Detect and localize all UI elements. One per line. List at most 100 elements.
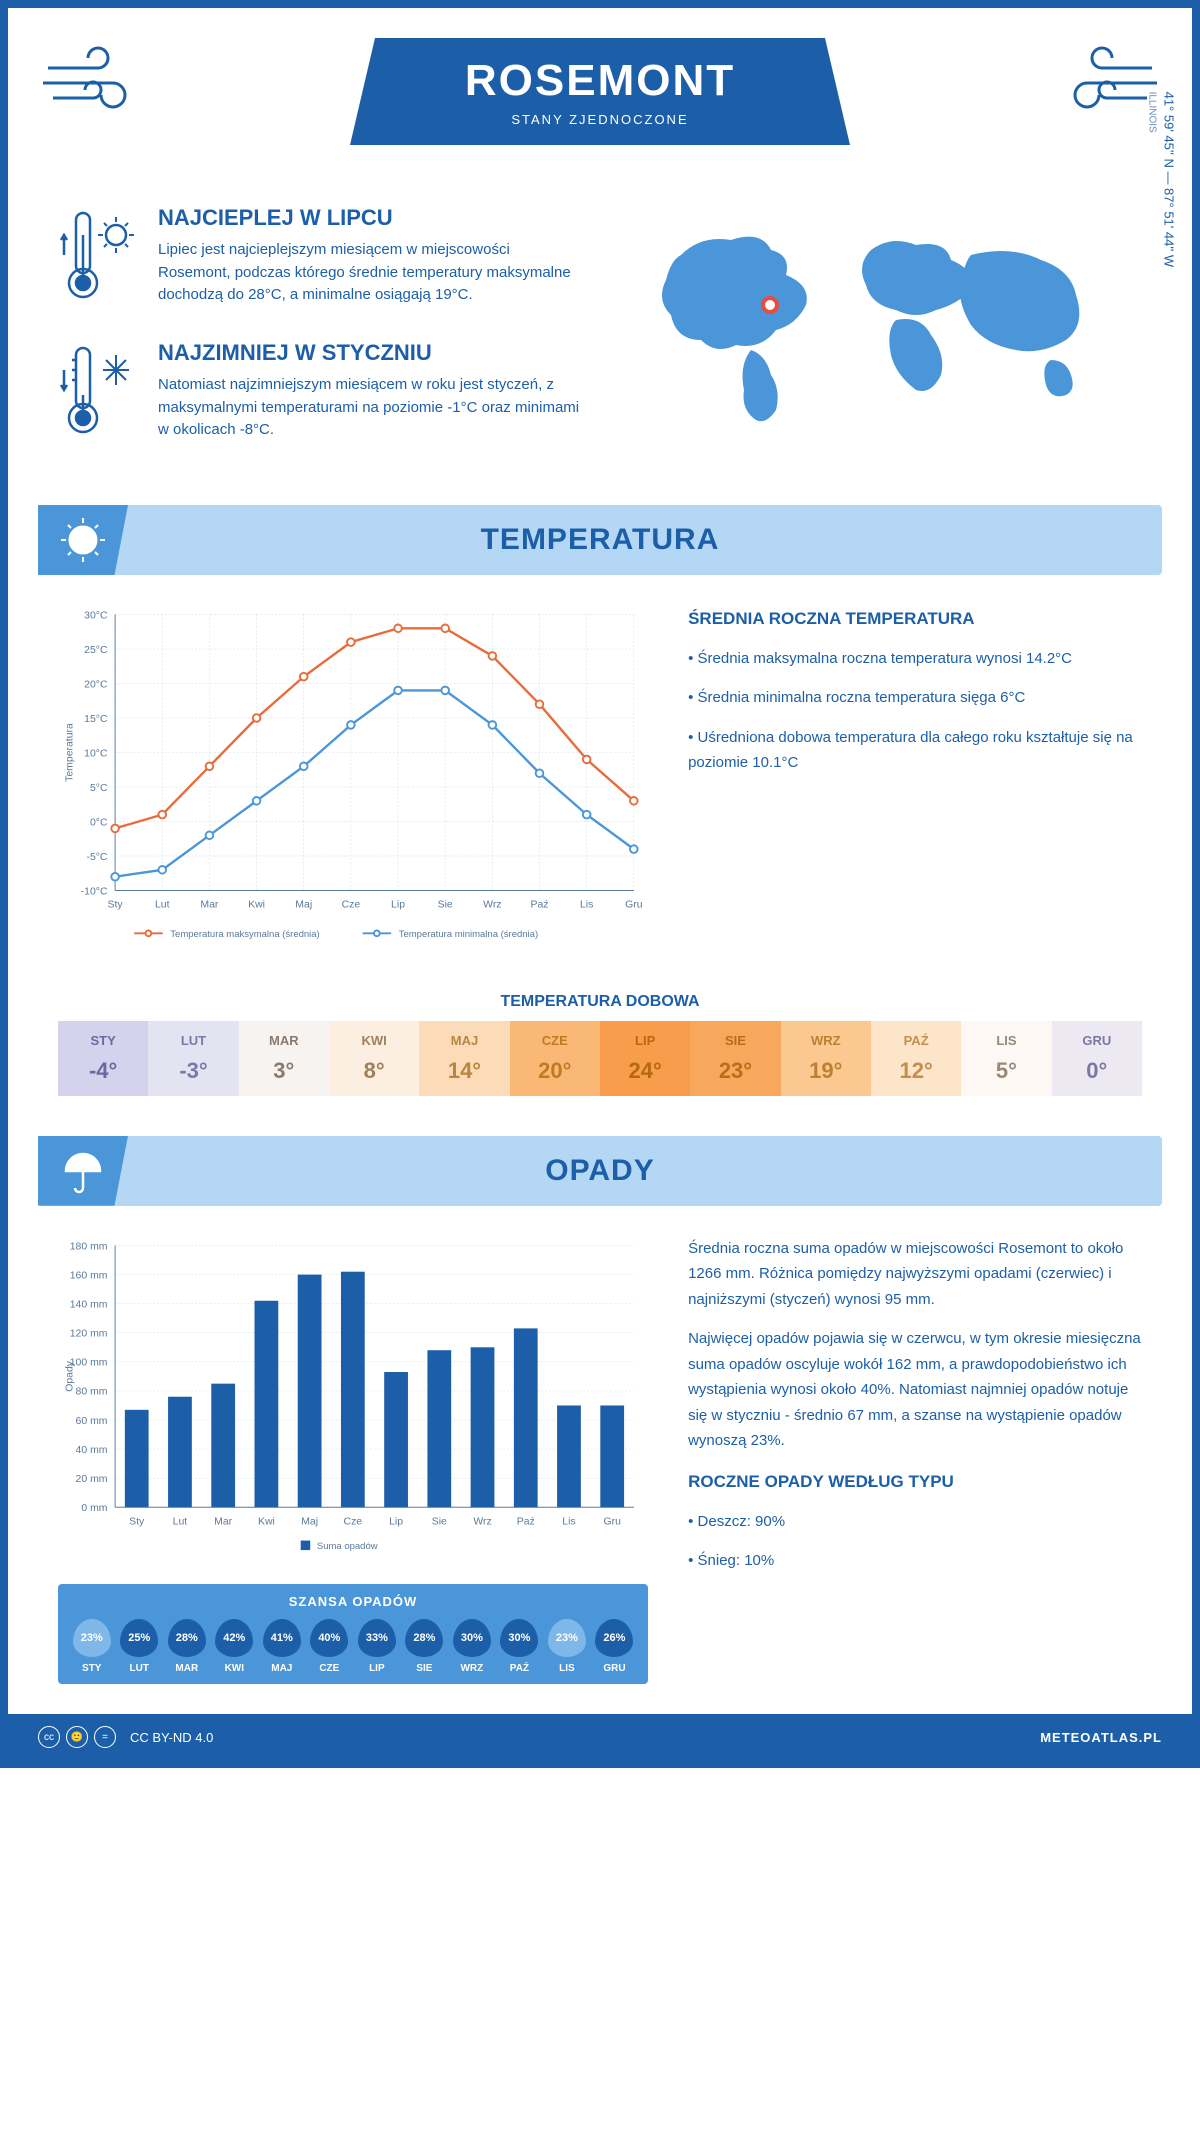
chance-cell: 25% LUT <box>116 1619 164 1674</box>
svg-text:10°C: 10°C <box>84 748 108 759</box>
site-name: METEOATLAS.PL <box>1040 1730 1162 1745</box>
world-map <box>620 205 1142 450</box>
svg-text:Lis: Lis <box>562 1516 575 1527</box>
svg-text:Lip: Lip <box>391 900 405 911</box>
svg-text:Mar: Mar <box>214 1516 233 1527</box>
nd-icon: = <box>94 1726 116 1748</box>
svg-text:Sie: Sie <box>438 900 453 911</box>
precipitation-section-header: OPADY <box>38 1136 1162 1206</box>
svg-text:Cze: Cze <box>342 900 361 911</box>
country-name: STANY ZJEDNOCZONE <box>410 112 790 127</box>
daily-temp-cell: CZE 20° <box>510 1021 600 1096</box>
svg-text:Sie: Sie <box>432 1516 447 1527</box>
temp-stat: • Uśredniona dobowa temperatura dla całe… <box>688 725 1142 776</box>
svg-text:100 mm: 100 mm <box>70 1357 108 1368</box>
svg-text:Paź: Paź <box>530 900 548 911</box>
temperature-title: TEMPERATURA <box>481 523 720 557</box>
svg-text:Lut: Lut <box>173 1516 188 1527</box>
svg-text:120 mm: 120 mm <box>70 1328 108 1339</box>
svg-text:Maj: Maj <box>301 1516 318 1527</box>
precip-type: • Deszcz: 90% <box>688 1509 1142 1535</box>
wind-icon <box>38 43 148 118</box>
svg-text:Kwi: Kwi <box>248 900 265 911</box>
chance-cell: 28% MAR <box>163 1619 211 1674</box>
header: ROSEMONT STANY ZJEDNOCZONE <box>8 8 1192 185</box>
svg-text:80 mm: 80 mm <box>76 1386 108 1397</box>
svg-text:Wrz: Wrz <box>473 1516 491 1527</box>
svg-text:15°C: 15°C <box>84 714 108 725</box>
svg-text:180 mm: 180 mm <box>70 1241 108 1252</box>
chance-cell: 41% MAJ <box>258 1619 306 1674</box>
precipitation-bar-chart: 0 mm20 mm40 mm60 mm80 mm100 mm120 mm140 … <box>58 1236 648 1560</box>
svg-text:0°C: 0°C <box>90 817 108 828</box>
cc-icon: cc <box>38 1726 60 1748</box>
daily-temp-cell: WRZ 19° <box>781 1021 871 1096</box>
wind-icon <box>1052 43 1162 118</box>
daily-temp-cell: KWI 8° <box>329 1021 419 1096</box>
hottest-title: NAJCIEPLEJ W LIPCU <box>158 205 580 231</box>
coordinates: 41° 59' 45'' N — 87° 51' 44'' W ILLINOIS <box>1147 92 1177 268</box>
svg-text:Paź: Paź <box>517 1516 535 1527</box>
svg-text:-5°C: -5°C <box>86 852 107 863</box>
temperature-section-header: TEMPERATURA <box>38 505 1162 575</box>
precip-text-1: Średnia roczna suma opadów w miejscowośc… <box>688 1236 1142 1313</box>
svg-text:Sty: Sty <box>129 1516 145 1527</box>
daily-temp-table: STY -4° LUT -3° MAR 3° KWI 8° MAJ 14° CZ… <box>58 1021 1142 1096</box>
daily-temp-cell: GRU 0° <box>1052 1021 1142 1096</box>
chance-cell: 40% CZE <box>306 1619 354 1674</box>
thermometer-snow-icon <box>58 340 138 445</box>
svg-text:40 mm: 40 mm <box>76 1445 108 1456</box>
svg-text:Temperatura: Temperatura <box>64 723 75 782</box>
precipitation-chance-box: SZANSA OPADÓW 23% STY 25% LUT 28% MAR 42… <box>58 1584 648 1684</box>
coldest-text: Natomiast najzimniejszym miesiącem w rok… <box>158 374 580 442</box>
coldest-block: NAJZIMNIEJ W STYCZNIU Natomiast najzimni… <box>58 340 580 445</box>
svg-text:Gru: Gru <box>603 1516 621 1527</box>
precip-text-2: Najwięcej opadów pojawia się w czerwcu, … <box>688 1326 1142 1454</box>
svg-text:Gru: Gru <box>625 900 643 911</box>
by-icon: 🙂 <box>66 1726 88 1748</box>
chance-cell: 30% PAŹ <box>496 1619 544 1674</box>
hottest-text: Lipiec jest najcieplejszym miesiącem w m… <box>158 239 580 307</box>
chance-cell: 28% SIE <box>401 1619 449 1674</box>
coldest-title: NAJZIMNIEJ W STYCZNIU <box>158 340 580 366</box>
svg-text:Cze: Cze <box>344 1516 363 1527</box>
chance-cell: 23% LIS <box>543 1619 591 1674</box>
svg-text:Maj: Maj <box>295 900 312 911</box>
temp-stat: • Średnia maksymalna roczna temperatura … <box>688 646 1142 672</box>
hottest-block: NAJCIEPLEJ W LIPCU Lipiec jest najcieple… <box>58 205 580 310</box>
temperature-line-chart: -10°C-5°C0°C5°C10°C15°C20°C25°C30°CStyLu… <box>58 605 648 948</box>
daily-temp-cell: LIP 24° <box>600 1021 690 1096</box>
svg-text:Wrz: Wrz <box>483 900 501 911</box>
thermometer-sun-icon <box>58 205 138 310</box>
umbrella-icon <box>38 1136 128 1206</box>
daily-temp-cell: SIE 23° <box>690 1021 780 1096</box>
svg-text:25°C: 25°C <box>84 645 108 656</box>
footer: cc 🙂 = CC BY-ND 4.0 METEOATLAS.PL <box>8 1714 1192 1760</box>
city-name: ROSEMONT <box>410 56 790 106</box>
svg-text:Opady: Opady <box>64 1360 75 1392</box>
svg-text:20 mm: 20 mm <box>76 1474 108 1485</box>
temp-stat: • Średnia minimalna roczna temperatura s… <box>688 685 1142 711</box>
temp-stats-title: ŚREDNIA ROCZNA TEMPERATURA <box>688 605 1142 634</box>
chance-cell: 42% KWI <box>211 1619 259 1674</box>
title-banner: ROSEMONT STANY ZJEDNOCZONE <box>350 38 850 145</box>
precip-type: • Śnieg: 10% <box>688 1548 1142 1574</box>
svg-text:30°C: 30°C <box>84 610 108 621</box>
svg-text:Lip: Lip <box>389 1516 403 1527</box>
svg-text:Kwi: Kwi <box>258 1516 275 1527</box>
svg-text:0 mm: 0 mm <box>81 1503 107 1514</box>
svg-text:Temperatura maksymalna (średni: Temperatura maksymalna (średnia) <box>170 929 319 940</box>
temp-stats-list: • Średnia maksymalna roczna temperatura … <box>688 646 1142 776</box>
cc-license: cc 🙂 = CC BY-ND 4.0 <box>38 1726 213 1748</box>
daily-temp-cell: MAJ 14° <box>419 1021 509 1096</box>
precip-types-list: • Deszcz: 90% • Śnieg: 10% <box>688 1509 1142 1574</box>
chance-cell: 30% WRZ <box>448 1619 496 1674</box>
chance-cell: 26% GRU <box>591 1619 639 1674</box>
svg-text:Lut: Lut <box>155 900 170 911</box>
precip-type-title: ROCZNE OPADY WEDŁUG TYPU <box>688 1468 1142 1497</box>
daily-temp-cell: MAR 3° <box>239 1021 329 1096</box>
daily-temp-cell: LIS 5° <box>961 1021 1051 1096</box>
daily-temp-title: TEMPERATURA DOBOWA <box>8 993 1192 1011</box>
svg-text:60 mm: 60 mm <box>76 1415 108 1426</box>
svg-text:Suma opadów: Suma opadów <box>317 1541 378 1552</box>
